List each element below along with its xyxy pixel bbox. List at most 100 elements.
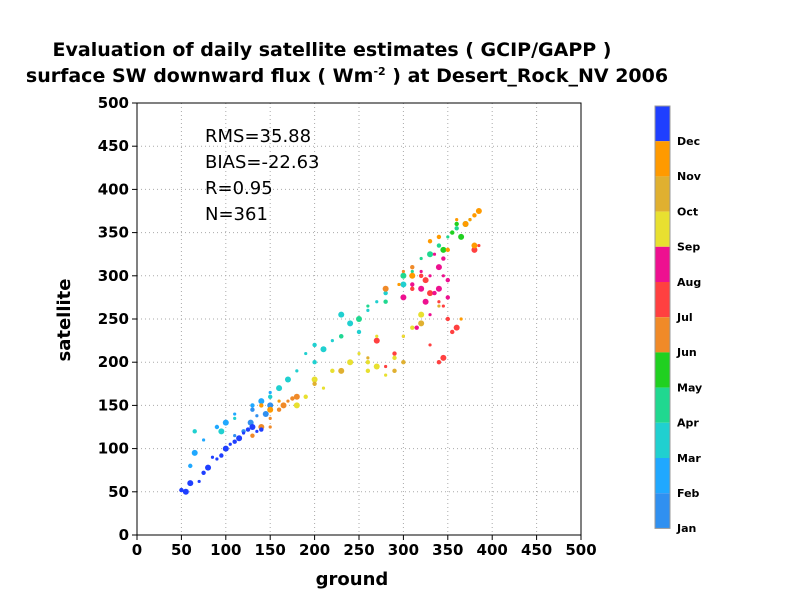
data-point-mar [276, 385, 283, 392]
data-point-sep [293, 402, 300, 409]
data-point-aug [441, 256, 446, 261]
data-point-jun [280, 402, 287, 409]
data-point-dec [222, 445, 229, 452]
data-point-jun [250, 433, 255, 438]
data-point-dec [205, 464, 212, 471]
data-point-sep [418, 311, 425, 318]
legend-label: Jul [676, 311, 693, 324]
data-point-jan [262, 411, 269, 418]
y-tick-label: 250 [98, 310, 129, 328]
x-tick-label: 250 [343, 541, 374, 559]
data-point-jul [437, 300, 441, 304]
data-point-jun [290, 396, 295, 401]
data-point-nov [427, 239, 433, 244]
data-point-apr [356, 316, 362, 322]
data-point-jan [255, 414, 259, 418]
data-point-sep [373, 363, 380, 370]
data-point-sep [330, 368, 335, 374]
color-legend: Dec Nov Oct Sep Aug Jul Jun May Apr Mar Feb Jan [654, 105, 702, 535]
data-point-jul [384, 364, 388, 369]
data-point-nov [397, 282, 401, 287]
data-point-may [450, 230, 455, 235]
data-point-mar [400, 281, 407, 288]
data-point-jul [440, 354, 447, 361]
data-point-jun [268, 416, 272, 420]
legend-label: Jun [676, 346, 697, 359]
data-point-dec [241, 431, 246, 435]
data-point-mar [284, 376, 291, 383]
data-point-aug [441, 274, 445, 278]
legend-swatch-oct [655, 176, 670, 212]
data-point-nov [472, 213, 477, 218]
data-point-oct [437, 304, 441, 308]
data-point-jan [233, 434, 237, 438]
data-point-may [454, 221, 459, 227]
data-point-apr [339, 334, 344, 339]
data-point-nov [409, 272, 416, 279]
data-point-aug [432, 290, 437, 296]
data-point-mar [347, 320, 354, 327]
data-point-jun [401, 269, 405, 274]
legend-swatch-mar [655, 422, 670, 458]
data-point-nov [445, 247, 450, 253]
legend-swatch-apr [655, 387, 670, 423]
data-point-jul [450, 329, 455, 335]
data-point-sep [357, 351, 361, 356]
x-axis-label: ground [316, 569, 389, 590]
data-point-feb [191, 449, 198, 456]
data-point-jul [453, 324, 460, 331]
legend-swatch-nov [655, 141, 670, 177]
data-point-may [440, 246, 447, 253]
x-tick-label: 300 [388, 541, 419, 559]
data-point-apr [446, 235, 450, 239]
x-tick-label: 100 [210, 541, 241, 559]
data-point-sep [401, 334, 405, 338]
x-tick-label: 200 [299, 541, 330, 559]
data-point-mar [218, 428, 225, 435]
data-point-mar [268, 394, 273, 399]
data-point-dec [249, 424, 256, 430]
legend-label: Aug [677, 276, 701, 289]
data-point-sep [365, 360, 371, 365]
legend-label: Jan [676, 522, 696, 535]
data-point-jan [267, 402, 274, 409]
data-point-feb [268, 390, 272, 395]
data-point-apr [436, 243, 442, 248]
data-point-feb [258, 398, 265, 405]
data-point-aug [414, 325, 419, 330]
data-point-mar [338, 311, 345, 318]
data-point-aug [435, 264, 442, 271]
data-point-sep [410, 325, 415, 330]
data-point-feb [233, 412, 237, 416]
data-point-feb [222, 419, 229, 426]
data-point-oct [418, 320, 425, 327]
y-tick-label: 450 [98, 137, 129, 155]
legend-swatch-jul [655, 282, 670, 318]
data-point-oct [366, 356, 370, 360]
data-point-aug [400, 294, 407, 301]
legend-swatch-dec [655, 106, 670, 142]
data-point-oct [392, 368, 397, 374]
data-point-apr [400, 272, 407, 279]
stat-line: R=0.95 [205, 178, 273, 199]
legend-label: Oct [677, 205, 698, 218]
data-point-jul [445, 316, 450, 322]
x-tick-label: 450 [521, 541, 552, 559]
data-point-jul [422, 277, 429, 284]
data-point-aug [435, 285, 442, 292]
data-point-sep [321, 386, 326, 390]
data-point-apr [427, 251, 434, 258]
data-point-nov [468, 218, 472, 222]
legend-label: Sep [677, 241, 700, 254]
data-point-dec [219, 453, 224, 458]
data-point-nov [475, 208, 482, 214]
data-point-aug [445, 277, 450, 283]
data-point-jul [410, 286, 415, 291]
x-tick-label: 400 [477, 541, 508, 559]
y-tick-label: 300 [98, 267, 129, 285]
data-point-mar [233, 416, 237, 420]
legend-swatch-may [655, 352, 670, 388]
data-point-jul [373, 337, 380, 344]
y-tick-label: 50 [108, 483, 129, 501]
